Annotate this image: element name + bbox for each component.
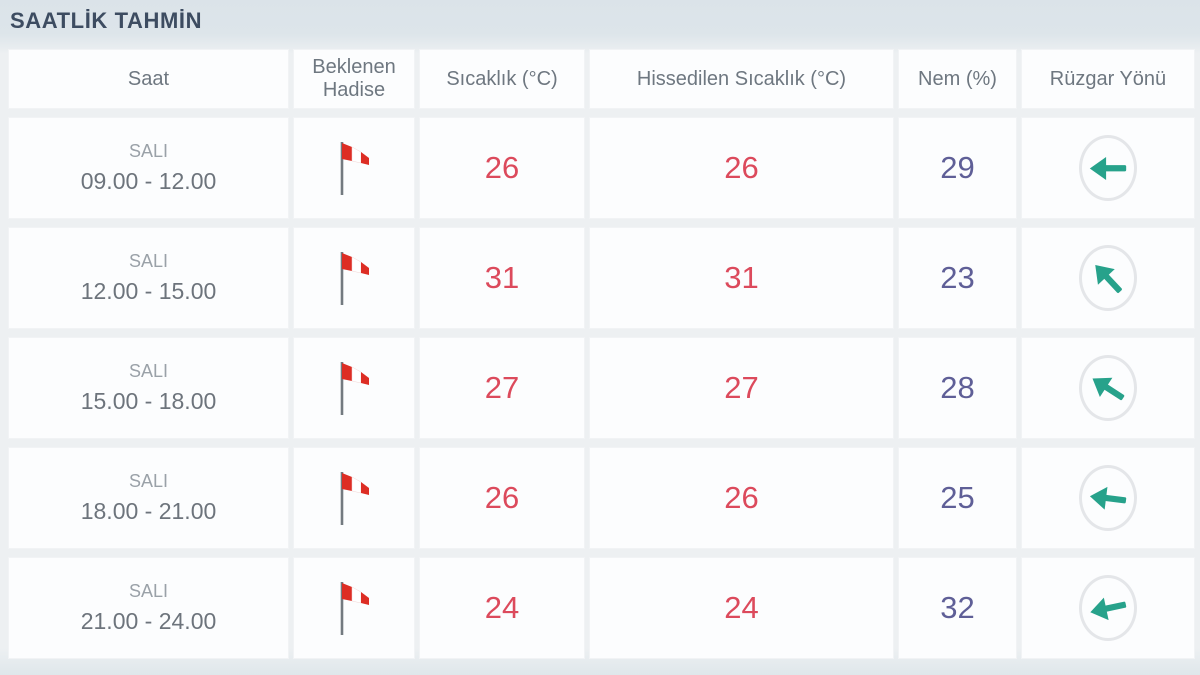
- arrow-left-icon: [1087, 593, 1129, 624]
- column-header-temperature: Sıcaklık (°C): [419, 49, 585, 109]
- windsock-icon: [340, 140, 371, 197]
- hourly-forecast-panel: SAATLİK TAHMİN Saat Beklenen Hadise Sıca…: [8, 8, 1195, 659]
- temperature-cell: 26: [419, 447, 585, 549]
- wind-direction-cell: [1021, 557, 1195, 659]
- wind-direction-cell: [1021, 227, 1195, 329]
- humidity-value: 28: [940, 370, 975, 405]
- column-header-expected-event: Beklenen Hadise: [293, 49, 415, 109]
- humidity-value: 32: [940, 590, 975, 625]
- time-range-label: 21.00 - 24.00: [80, 608, 217, 634]
- temperature-cell: 26: [419, 117, 585, 219]
- feels-like-value: 26: [724, 480, 759, 515]
- humidity-value: 29: [940, 150, 975, 185]
- feels-like-cell: 31: [589, 227, 894, 329]
- humidity-cell: 23: [898, 227, 1017, 329]
- time-cell: SALI 18.00 - 21.00: [8, 447, 289, 549]
- time-cell: SALI 15.00 - 18.00: [8, 337, 289, 439]
- wind-direction-indicator: [1079, 135, 1137, 201]
- column-header-humidity: Nem (%): [898, 49, 1017, 109]
- expected-event-cell: [293, 557, 415, 659]
- humidity-value: 25: [940, 480, 975, 515]
- day-label: SALI: [128, 361, 169, 381]
- time-range-label: 12.00 - 15.00: [80, 278, 217, 304]
- feels-like-cell: 26: [589, 117, 894, 219]
- arrow-left-icon: [1088, 484, 1128, 513]
- column-header-time: Saat: [8, 49, 289, 109]
- humidity-cell: 28: [898, 337, 1017, 439]
- wind-direction-indicator: [1079, 245, 1137, 311]
- column-header-feels-like: Hissedilen Sıcaklık (°C): [589, 49, 894, 109]
- time-cell: SALI 21.00 - 24.00: [8, 557, 289, 659]
- temperature-value: 31: [484, 260, 520, 295]
- time-range-label: 09.00 - 12.00: [80, 168, 217, 194]
- day-label: SALI: [128, 471, 169, 491]
- temperature-value: 27: [484, 370, 520, 405]
- windsock-icon: [340, 360, 371, 417]
- time-range-label: 18.00 - 21.00: [80, 498, 217, 524]
- wind-direction-indicator: [1079, 465, 1137, 531]
- arrow-left-icon: [1086, 368, 1130, 408]
- windsock-icon: [340, 580, 371, 637]
- humidity-cell: 29: [898, 117, 1017, 219]
- column-header-wind-direction: Rüzgar Yönü: [1021, 49, 1195, 109]
- arrow-left-icon: [1089, 157, 1127, 180]
- page-title: SAATLİK TAHMİN: [10, 8, 203, 33]
- temperature-cell: 24: [419, 557, 585, 659]
- time-cell: SALI 12.00 - 15.00: [8, 227, 289, 329]
- wind-direction-indicator: [1079, 355, 1137, 421]
- wind-direction-indicator: [1079, 575, 1137, 641]
- temperature-value: 26: [484, 150, 520, 185]
- expected-event-cell: [293, 227, 415, 329]
- expected-event-cell: [293, 337, 415, 439]
- expected-event-cell: [293, 447, 415, 549]
- temperature-value: 24: [484, 590, 520, 625]
- temperature-cell: 27: [419, 337, 585, 439]
- wind-direction-cell: [1021, 117, 1195, 219]
- windsock-icon: [340, 250, 371, 307]
- temperature-value: 26: [484, 480, 520, 515]
- feels-like-value: 24: [724, 590, 759, 625]
- wind-direction-cell: [1021, 337, 1195, 439]
- day-label: SALI: [128, 141, 169, 161]
- day-label: SALI: [128, 581, 169, 601]
- feels-like-value: 27: [724, 370, 759, 405]
- feels-like-cell: 26: [589, 447, 894, 549]
- temperature-cell: 31: [419, 227, 585, 329]
- feels-like-cell: 24: [589, 557, 894, 659]
- day-label: SALI: [128, 251, 169, 271]
- humidity-cell: 32: [898, 557, 1017, 659]
- time-range-label: 15.00 - 18.00: [80, 388, 217, 414]
- wind-direction-cell: [1021, 447, 1195, 549]
- expected-event-cell: [293, 117, 415, 219]
- feels-like-cell: 27: [589, 337, 894, 439]
- forecast-table: Saat Beklenen Hadise Sıcaklık (°C) Hisse…: [8, 49, 1195, 659]
- windsock-icon: [340, 470, 371, 527]
- time-cell: SALI 09.00 - 12.00: [8, 117, 289, 219]
- feels-like-value: 26: [724, 150, 759, 185]
- feels-like-value: 31: [724, 260, 759, 295]
- arrow-left-icon: [1086, 257, 1129, 300]
- humidity-cell: 25: [898, 447, 1017, 549]
- humidity-value: 23: [940, 260, 975, 295]
